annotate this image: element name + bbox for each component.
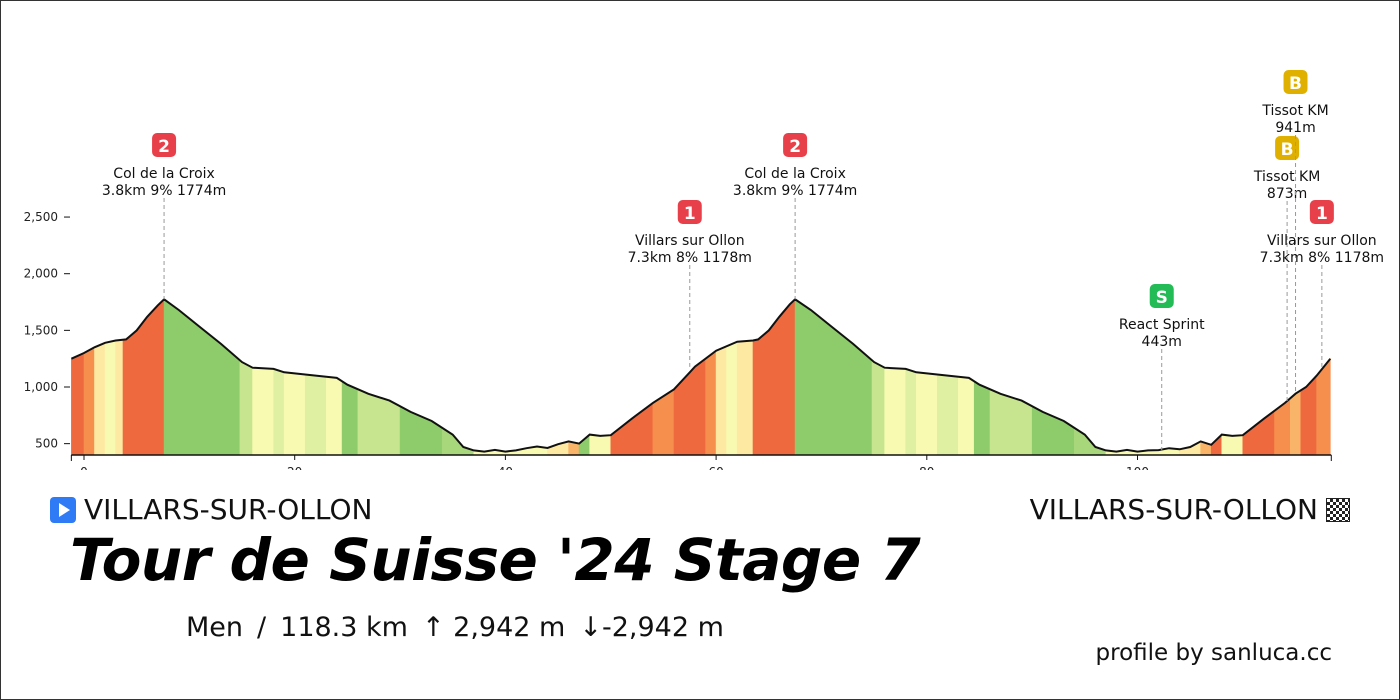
gradient-segment [1031,405,1075,456]
y-tick-label: 1,500 [24,323,58,337]
gradient-segment [794,298,873,456]
descent: ↓-2,942 m [579,612,724,643]
gradient-segment [104,340,116,456]
gradient-segment [689,358,706,456]
annotation-name: Col de la Croix [744,166,846,182]
gradient-segment [589,434,612,456]
annotation-badge-label: 1 [684,204,696,224]
gradient-segments [71,298,1331,456]
elevation-profile-chart: 0 20 40 60 80 100 500 1,000 1,500 2,000 2,500 2 Col… [24,70,1384,470]
x-tick-label: 20 [287,465,302,470]
x-tick-label: 60 [708,465,723,470]
annotation-badge-label: S [1156,288,1168,308]
annotation-badge [1283,70,1308,94]
y-tick-label: 500 [35,437,58,451]
gradient-segment [399,405,443,456]
finish-place-name: VILLARS-SUR-OLLON [1029,493,1318,526]
annotation-badge-label: B [1289,74,1302,94]
annotation-name: Villars sur Ollon [635,233,745,249]
ascent: ↑ 2,942 m [421,612,566,643]
gradient-segment [1274,397,1291,456]
category: Men [186,612,244,643]
gradient-segment [705,350,717,456]
gradient-segment [1242,410,1275,456]
gradient-segment [252,367,274,456]
annotation-badge [1149,284,1174,308]
gradient-segment [973,380,991,456]
axes: 0 20 40 60 80 100 500 1,000 1,500 2,000 2,500 [24,210,1332,470]
gradient-segment [937,374,959,456]
annotation-name: Tissot KM [1253,169,1320,185]
stats-separator: / [257,612,267,643]
annotation-detail: 873m [1267,186,1307,202]
play-icon [50,497,76,523]
x-tick-label: 100 [1126,465,1149,470]
gradient-segment [736,340,754,456]
gradient-segment [115,339,124,456]
gradient-segment [163,298,241,456]
gradient-segment [905,368,917,456]
distance: 118.3 km [280,612,408,643]
gradient-segment [958,376,975,456]
annotation-name: Tissot KM [1261,103,1328,119]
credit: profile by sanluca.cc [1095,640,1332,666]
annotation-badge-label: 2 [789,137,801,157]
gradient-segment [884,367,906,456]
gradient-segment [357,388,401,456]
gradient-segment [1300,374,1317,456]
annotation-detail: 941m [1275,120,1315,136]
annotation-detail: 7.3km 8% 1178m [628,250,752,266]
stage-stats: Men / 118.3 km ↑ 2,942 m ↓-2,942 m [186,612,724,643]
y-tick-label: 2,500 [24,210,58,224]
checkered-flag-icon [1326,498,1350,522]
annotation-detail: 3.8km 9% 1774m [102,183,226,199]
start-place-name: VILLARS-SUR-OLLON [84,493,373,526]
gradient-segment [1221,434,1244,456]
y-tick-label: 1,000 [24,380,58,394]
annotation-badge-label: 1 [1316,204,1328,224]
gradient-segment [1210,433,1223,456]
annotation-name: React Sprint [1119,317,1205,333]
annotation-badge [152,133,177,157]
gradient-segment [304,374,327,456]
gradient-segment [83,346,95,456]
finish-location: VILLARS-SUR-OLLON [1030,493,1350,527]
start-location: VILLARS-SUR-OLLON [50,493,372,527]
stage-title: Tour de Suisse '24 Stage 7 [70,526,921,594]
annotation-detail: 443m [1142,334,1182,350]
gradient-segment [610,402,654,456]
x-tick-label: 40 [498,465,513,470]
annotation-badge-label: 2 [158,137,170,157]
gradient-segment [578,433,590,456]
gradient-segment [283,371,306,456]
annotation-name: Col de la Croix [113,166,215,182]
x-tick-label: 80 [919,465,934,470]
gradient-segment [726,341,738,456]
gradient-segment [871,359,885,456]
gradient-segment [673,371,691,456]
gradient-segment [239,359,253,456]
annotation-detail: 3.8km 9% 1774m [733,183,857,199]
annotation-badge [1275,136,1300,160]
gradient-segment [71,352,85,456]
annotation-badge [677,200,702,224]
gradient-segment [652,388,675,456]
gradient-segment [1290,389,1302,456]
gradient-segment [989,388,1033,456]
elevation-line [70,298,1332,453]
gradient-segment [341,380,359,456]
gradient-segment [94,342,106,456]
y-tick-label: 2,000 [24,267,58,281]
annotation-detail: 7.3km 8% 1178m [1260,250,1384,266]
gradient-segment [326,376,343,456]
annotation-badge [783,133,808,157]
annotation-name: Villars sur Ollon [1267,233,1377,249]
annotation-badge [1309,200,1334,224]
gradient-segment [273,368,285,456]
gradient-segment [715,345,727,456]
gradient-segment [916,371,938,456]
annotation-badge-label: B [1281,140,1294,160]
x-tick-label: 0 [80,465,88,470]
